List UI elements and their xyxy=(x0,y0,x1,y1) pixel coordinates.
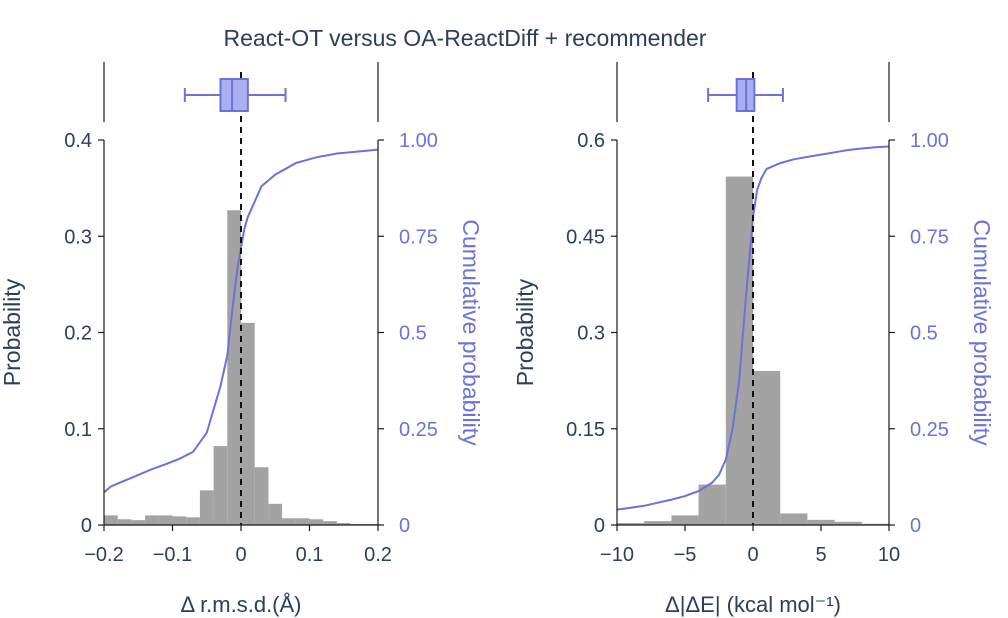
x-axis-label: Δ|ΔE| (kcal mol⁻¹) xyxy=(665,592,841,617)
histogram-bar xyxy=(780,513,808,525)
histogram-bar xyxy=(241,322,255,525)
x-tick-label: 0 xyxy=(235,544,246,566)
histogram-bar xyxy=(644,521,672,525)
y2-tick-label: 1.00 xyxy=(399,130,438,152)
histogram-bar xyxy=(323,521,337,525)
histogram-bar xyxy=(104,515,118,525)
histogram-bar xyxy=(199,490,214,525)
y-tick-label: 0.15 xyxy=(566,419,605,441)
y2-tick-label: 0 xyxy=(910,515,921,537)
histogram-bar xyxy=(753,371,781,525)
histogram-bar xyxy=(698,484,726,525)
y-tick-label: 0 xyxy=(594,515,605,537)
y2-tick-label: 0.75 xyxy=(399,226,438,248)
y2-tick-label: 0 xyxy=(399,515,410,537)
y-tick-label: 0.1 xyxy=(64,419,92,441)
x-tick-label: 10 xyxy=(878,544,900,566)
y2-axis-label: Cumulative probability xyxy=(458,219,484,446)
histogram-bar xyxy=(861,523,889,525)
x-tick-label: 0.1 xyxy=(296,544,324,566)
y2-tick-label: 0.25 xyxy=(910,419,949,441)
y-axis-label: Probability xyxy=(512,278,538,386)
x-tick-label: 0.2 xyxy=(364,544,392,566)
histogram-bar xyxy=(282,518,296,525)
histogram-bar xyxy=(295,518,310,525)
y-tick-label: 0.6 xyxy=(577,130,605,152)
figure-title: React-OT versus OA-ReactDiff + recommend… xyxy=(224,25,707,51)
histogram-bar xyxy=(336,523,351,525)
cumulative-line xyxy=(103,148,379,494)
histogram-bar xyxy=(254,467,269,525)
histogram-bar xyxy=(117,519,132,525)
y2-tick-label: 1.00 xyxy=(910,130,949,152)
box-iqr xyxy=(219,78,249,112)
x-tick-label: −10 xyxy=(600,544,634,566)
x-axis-label: Δ r.m.s.d.(Å) xyxy=(180,592,301,617)
histogram-bar xyxy=(725,176,753,525)
histogram-bar xyxy=(172,516,187,525)
y-tick-label: 0 xyxy=(81,515,92,537)
x-tick-label: −0.1 xyxy=(153,544,192,566)
y2-tick-label: 0.75 xyxy=(910,226,949,248)
y-tick-label: 0.45 xyxy=(566,226,605,248)
histogram-bar xyxy=(268,503,283,525)
histogram-bar xyxy=(807,519,835,525)
panel-energy: 0 0.15 0.3 0.45 0.6 0 0.25 0.5 0.75 1.00 −10 −5 0 5 10… xyxy=(512,62,995,617)
x-tick-label: 0 xyxy=(747,544,758,566)
histogram-bar xyxy=(145,515,159,525)
y-axis-label: Probability xyxy=(0,278,25,386)
y2-tick-label: 0.5 xyxy=(910,323,938,345)
histogram-bar xyxy=(213,446,228,525)
panel-rmsd: 0 0.1 0.2 0.3 0.4 0 0.25 0.5 0.75 1.00 −0.2 −0.1 0 0.… xyxy=(0,62,484,617)
y-tick-label: 0.3 xyxy=(577,323,605,345)
x-tick-label: −5 xyxy=(674,544,697,566)
histogram-bar xyxy=(834,521,862,525)
x-tick-label: 5 xyxy=(815,544,826,566)
y-tick-label: 0.2 xyxy=(64,323,92,345)
histogram-bar xyxy=(309,519,324,525)
histogram-bar xyxy=(131,520,146,525)
histogram-bar xyxy=(671,515,699,525)
x-tick-label: −0.2 xyxy=(84,544,123,566)
y-tick-label: 0.4 xyxy=(64,130,92,152)
y2-tick-label: 0.25 xyxy=(399,419,438,441)
histogram-bar xyxy=(186,517,200,525)
y2-axis-label: Cumulative probability xyxy=(969,219,995,446)
cumulative-line xyxy=(616,145,890,511)
y-tick-label: 0.3 xyxy=(64,226,92,248)
y2-tick-label: 0.5 xyxy=(399,323,427,345)
histogram-bar xyxy=(617,523,645,525)
histogram-bar xyxy=(227,210,241,525)
histogram-bar xyxy=(158,515,173,525)
